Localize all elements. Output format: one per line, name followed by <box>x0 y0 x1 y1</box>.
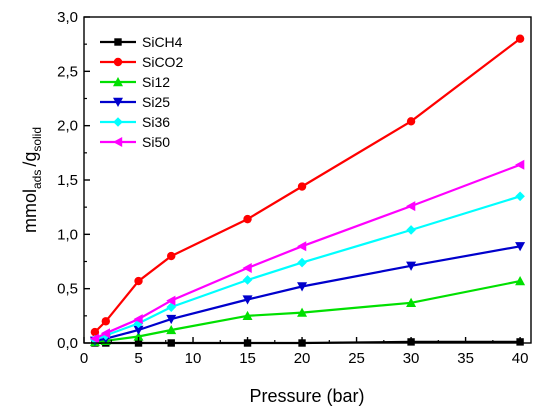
data-point-si25 <box>242 295 253 305</box>
data-point-si12 <box>242 310 253 321</box>
legend-label: Si50 <box>142 134 170 150</box>
y-axis-title-main: mmol <box>20 189 40 233</box>
y-tick-label: 2,0 <box>57 118 78 135</box>
data-point-si25 <box>166 314 177 325</box>
legend-item-si25: Si25 <box>100 94 170 110</box>
data-point-si50 <box>133 314 143 325</box>
data-point-si36 <box>406 225 416 235</box>
series-si50 <box>89 159 525 344</box>
data-point-si12 <box>166 324 177 335</box>
data-point-si36 <box>133 318 144 329</box>
series-line-si36 <box>94 195 521 341</box>
legend-label: Si12 <box>142 74 170 90</box>
y-axis-title-sep: /g <box>20 152 40 167</box>
data-point-si12 <box>515 276 526 286</box>
data-point-si12 <box>297 307 308 317</box>
legend-label: Si36 <box>142 114 170 130</box>
legend-item-sich4: SiCH4 <box>100 34 183 50</box>
data-point-sico2 <box>134 276 143 286</box>
y-tick-label: 2,5 <box>57 63 78 80</box>
series-line-si25 <box>94 245 521 342</box>
legend-label: Si25 <box>142 94 170 110</box>
data-point-si50 <box>515 159 525 170</box>
legend-item-si50: Si50 <box>100 134 170 150</box>
data-point-sico2 <box>101 317 111 326</box>
y-axis-title-main-sub: ads <box>30 170 44 189</box>
data-point-sico2 <box>406 117 416 126</box>
x-tick-label: 30 <box>403 350 420 367</box>
legend-item-sico2: SiCO2 <box>100 54 183 70</box>
data-point-si36 <box>297 257 307 268</box>
axes: 0 5 10 15 20 25 30 35 40 0,0 0,5 1,0 1,5 2,0 2,5 3,0 <box>57 9 528 367</box>
legend-label: SiCO2 <box>142 54 183 70</box>
legend-marker <box>113 97 123 107</box>
series-line-si50 <box>94 163 521 340</box>
legend-marker <box>113 77 123 87</box>
x-tick-label: 5 <box>134 350 142 367</box>
data-point-sico2 <box>515 34 525 43</box>
series-sico2 <box>90 34 525 337</box>
data-point-si25 <box>297 282 308 292</box>
data-point-sico2 <box>167 251 176 261</box>
legend-marker <box>113 117 123 127</box>
data-point-si12 <box>133 331 144 341</box>
data-point-si50 <box>100 328 111 339</box>
data-point-si36 <box>166 302 177 312</box>
x-tick-label: 0 <box>80 350 88 367</box>
data-point-si36 <box>242 275 253 285</box>
data-point-sico2 <box>90 327 100 337</box>
x-tick-label: 10 <box>185 350 202 367</box>
legend-marker <box>113 137 123 147</box>
y-tick-label: 3,0 <box>57 9 78 26</box>
legend-marker <box>114 38 122 46</box>
y-tick-label: 0,0 <box>57 335 78 352</box>
legend: SiCH4 SiCO2 Si12 Si25 Si36 Si50 <box>100 34 183 150</box>
legend-item-si12: Si12 <box>100 74 170 90</box>
data-point-si50 <box>297 241 307 252</box>
data-point-si36 <box>515 191 525 202</box>
data-point-si25 <box>133 325 144 335</box>
x-tick-label: 20 <box>294 350 311 367</box>
x-tick-label: 15 <box>239 350 256 367</box>
data-point-si50 <box>89 333 100 344</box>
data-point-si12 <box>406 297 417 307</box>
data-point-si50 <box>166 295 176 306</box>
x-tick-label: 25 <box>348 350 365 367</box>
data-point-si50 <box>242 263 252 274</box>
y-tick-label: 1,0 <box>57 226 78 243</box>
data-point-sico2 <box>297 182 307 191</box>
data-point-si25 <box>515 242 526 252</box>
data-point-si25 <box>406 261 417 271</box>
legend-marker <box>113 57 123 67</box>
x-tick-label: 40 <box>512 350 529 367</box>
data-point-sico2 <box>243 214 252 224</box>
y-tick-label: 1,5 <box>57 172 78 189</box>
data-point-si50 <box>406 201 416 212</box>
y-tick-label: 0,5 <box>57 281 78 298</box>
x-axis-title: Pressure (bar) <box>249 386 364 406</box>
x-tick-label: 35 <box>457 350 474 367</box>
legend-item-si36: Si36 <box>100 114 170 130</box>
y-axis-title-sep-sub: solid <box>30 127 44 152</box>
y-axis-title: mmolads/gsolid <box>20 127 44 233</box>
legend-label: SiCH4 <box>142 34 183 50</box>
series-line-sico2 <box>94 37 521 333</box>
